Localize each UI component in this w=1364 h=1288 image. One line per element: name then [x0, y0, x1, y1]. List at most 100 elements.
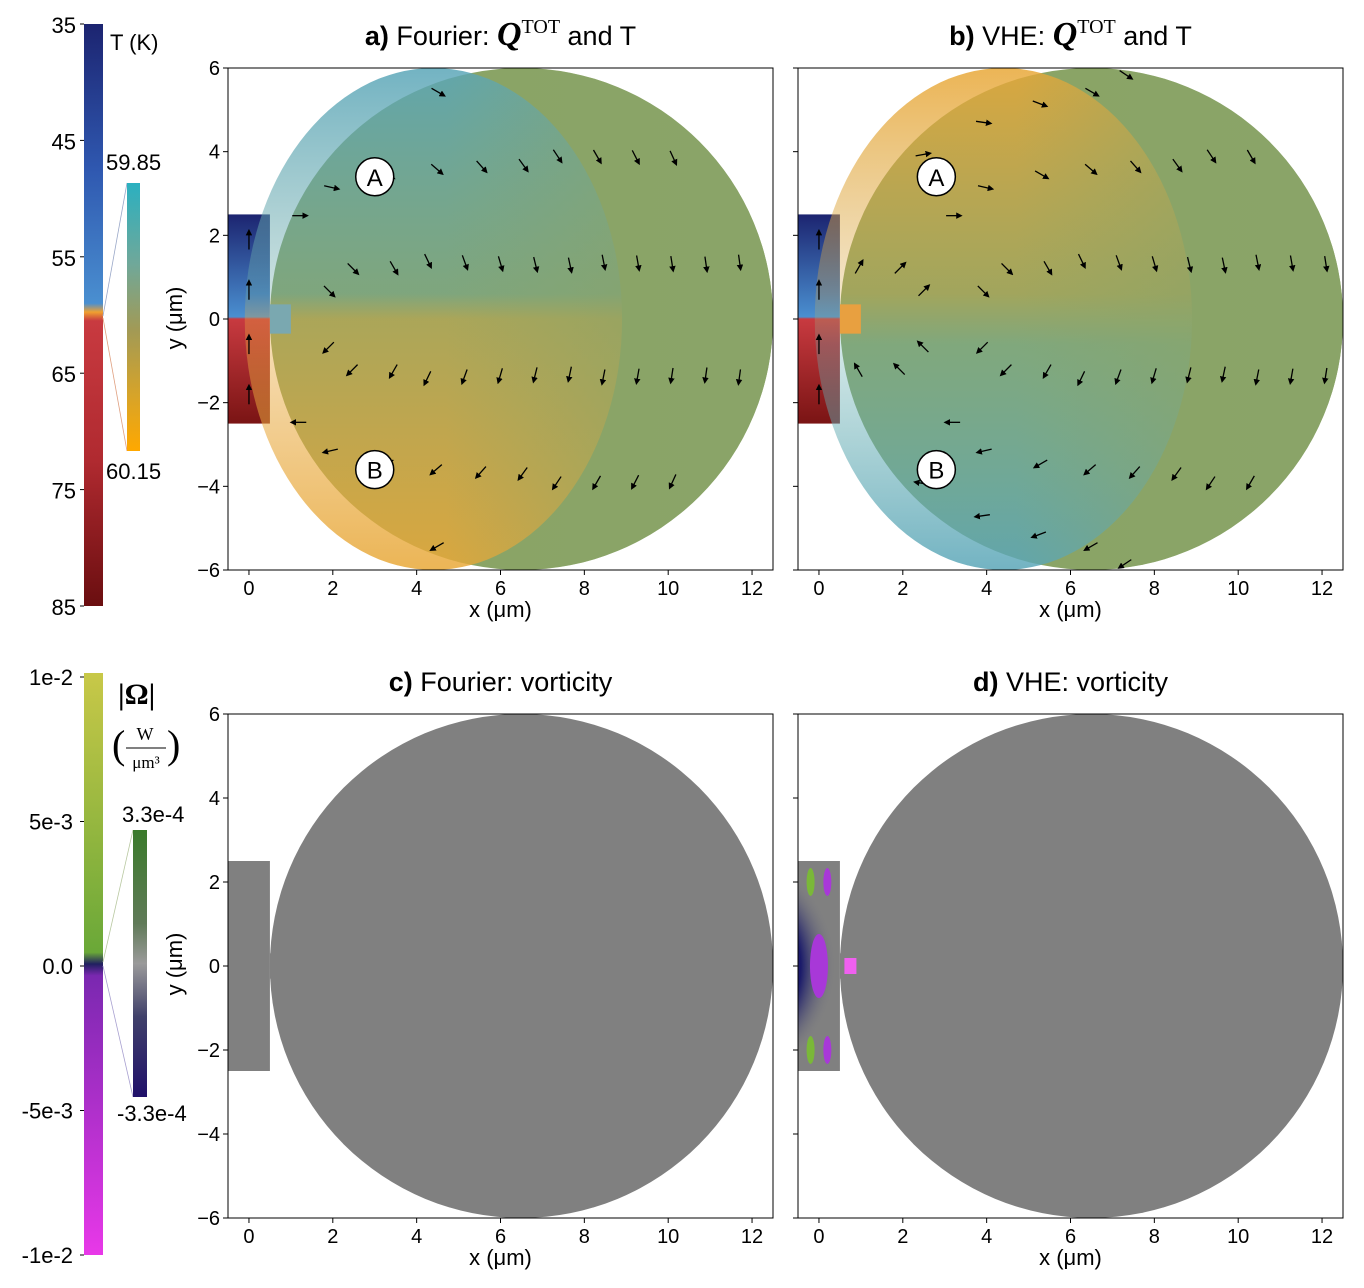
x-tick-label: 4: [411, 1226, 422, 1248]
panel-title-text: Fourier:: [396, 21, 497, 51]
zoom-line-top-w: [102, 829, 134, 963]
temperature-inset-bar: [127, 183, 140, 451]
reservoir: [228, 861, 270, 1071]
flow-arrow: [703, 256, 710, 274]
flow-arrow: [474, 466, 487, 480]
flow-arrow: [1083, 464, 1097, 476]
flow-arrow: [977, 184, 995, 192]
flow-arrow: [977, 285, 990, 298]
flow-arrow: [634, 368, 641, 386]
flow-arrow: [592, 149, 602, 165]
vorticity-blob: [798, 823, 1012, 1109]
flow-arrow: [631, 150, 640, 166]
x-tick-label: 8: [1149, 1226, 1160, 1248]
panel-title-post: and T: [1116, 21, 1192, 51]
temperature-tick-label: 75: [52, 479, 76, 504]
panel-d: 0 2 4 6 8 10 12 x (μm) d) VHE: vorticity: [793, 667, 1344, 1270]
flow-arrow: [1288, 255, 1296, 272]
x-axis-label: x (μm): [1039, 597, 1102, 622]
flow-arrow: [975, 341, 989, 354]
flow-arrow: [1077, 371, 1086, 387]
flow-arrow: [461, 255, 469, 271]
x-axis-label: x (μm): [469, 597, 532, 622]
y-tick-label: 4: [209, 142, 220, 164]
y-tick-label: 0: [209, 956, 220, 978]
x-tick-label: 12: [741, 1226, 763, 1248]
panel-title-text: VHE:: [982, 21, 1053, 51]
temperature-tick-label: 65: [52, 362, 76, 387]
flow-arrow: [1254, 254, 1262, 272]
flow-arrow: [1129, 160, 1142, 174]
flow-arrow: [1042, 364, 1052, 379]
flow-arrow: [388, 364, 398, 379]
flow-arrow: [552, 149, 563, 164]
x-tick-label: 10: [657, 1226, 679, 1248]
x-axis-label: x (μm): [469, 1245, 532, 1270]
unit-left-paren: (: [112, 722, 125, 767]
disk: [269, 714, 773, 1218]
flow-arrow: [635, 255, 642, 272]
y-tick-label: 2: [209, 872, 220, 894]
flow-arrow: [345, 364, 359, 377]
temperature-colorbar: T (K) 35 45 55 65 75 85 59.85 60.15 y (μm): [52, 13, 187, 620]
panel-title: b) VHE: QTOT and T: [949, 16, 1192, 53]
x-tick-label: 2: [897, 578, 908, 600]
reservoir-vortex: [806, 1036, 815, 1064]
panel-title-label: c): [389, 667, 421, 697]
y-tick-label: −4: [197, 476, 220, 498]
flow-arrow: [322, 341, 335, 354]
flow-arrow: [854, 259, 864, 274]
flow-arrow: [1221, 257, 1228, 274]
flow-arrow: [429, 542, 445, 551]
reservoir-vortex: [823, 1036, 832, 1064]
x-tick-label: 8: [579, 1226, 590, 1248]
panel-title: c) Fourier: vorticity: [389, 667, 613, 697]
flow-arrow: [894, 261, 907, 274]
zoom-line-bottom-w: [102, 965, 134, 1098]
unit-numerator: W: [137, 724, 154, 744]
vorticity-tick-label: 1e-2: [29, 665, 73, 690]
flow-arrow: [1150, 368, 1157, 385]
marker-B-label: B: [367, 458, 383, 485]
panel-title-math: Q: [497, 16, 522, 53]
x-tick-label: 2: [897, 1226, 908, 1248]
x-tick-label: 6: [1065, 578, 1076, 600]
x-tick-label: 4: [981, 1226, 992, 1248]
x-tick-label: 12: [1311, 1226, 1333, 1248]
reservoir-vortex: [823, 868, 832, 896]
flow-arrow: [1001, 263, 1014, 276]
flow-arrow: [517, 467, 528, 481]
flow-arrow: [1172, 158, 1183, 173]
y-tick-label: 6: [209, 58, 220, 80]
flow-arrow: [1323, 256, 1330, 273]
flow-arrow: [1083, 542, 1098, 551]
x-tick-label: 10: [657, 578, 679, 600]
reservoir-vortex: [809, 934, 828, 998]
flow-arrow: [323, 285, 336, 298]
constriction-hotspot: [844, 958, 857, 974]
vorticity-colorbar: |Ω| ( W μm³ ) 1e-2 5e-3 0.0 -5e-3 -1e-2 3.3e…: [22, 665, 187, 1268]
flow-arrow: [324, 184, 341, 192]
x-tick-label: 0: [813, 1226, 824, 1248]
flow-arrow: [1322, 367, 1329, 385]
temperature-colorbar-bar: [84, 24, 103, 606]
flow-arrow: [975, 119, 993, 126]
vorticity-inset-bar: [133, 830, 147, 1097]
y-tick-label: 6: [209, 704, 220, 726]
x-tick-label: 10: [1227, 578, 1249, 600]
flow-arrow: [431, 87, 446, 97]
flow-arrow: [1034, 170, 1050, 180]
x-tick-label: 6: [495, 578, 506, 600]
x-tick-label: 0: [813, 578, 824, 600]
disk-fade: [269, 68, 773, 570]
flow-arrow: [915, 150, 932, 158]
flow-arrow: [736, 254, 744, 272]
disk-fade: [839, 68, 1343, 570]
y-tick-label: −2: [197, 1040, 220, 1062]
flow-arrow: [429, 464, 443, 476]
x-tick-label: 2: [327, 1226, 338, 1248]
marker-A-label: A: [367, 165, 383, 192]
flow-arrow: [973, 512, 990, 520]
flow-arrow: [532, 256, 540, 274]
marker-A: [916, 157, 957, 197]
